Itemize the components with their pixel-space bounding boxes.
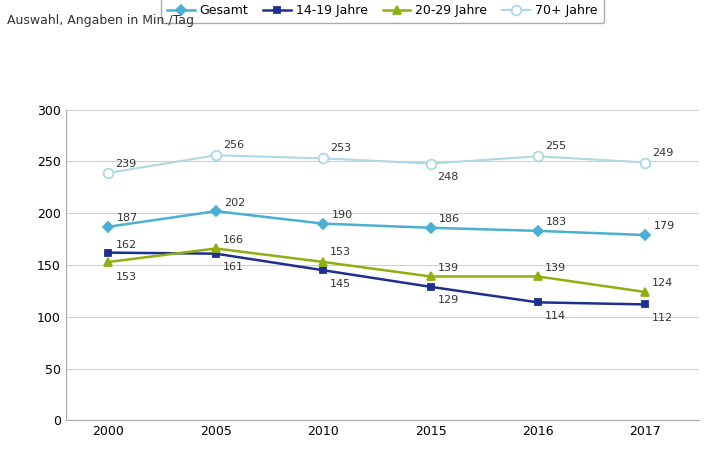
Text: 239: 239 <box>116 159 137 169</box>
Text: 124: 124 <box>652 278 673 288</box>
Text: 166: 166 <box>223 235 244 245</box>
Text: 153: 153 <box>330 247 351 257</box>
Text: 139: 139 <box>438 263 459 273</box>
Text: 187: 187 <box>116 213 138 223</box>
Text: 145: 145 <box>330 279 351 289</box>
Text: 186: 186 <box>439 214 460 224</box>
Text: 139: 139 <box>545 263 566 273</box>
Text: 179: 179 <box>654 222 675 231</box>
Text: 190: 190 <box>331 210 352 220</box>
Text: 248: 248 <box>438 172 459 182</box>
Legend: Gesamt, 14-19 Jahre, 20-29 Jahre, 70+ Jahre: Gesamt, 14-19 Jahre, 20-29 Jahre, 70+ Ja… <box>161 0 604 23</box>
Text: 249: 249 <box>652 148 673 158</box>
Text: 183: 183 <box>546 218 567 227</box>
Text: 153: 153 <box>116 272 136 282</box>
Text: 162: 162 <box>116 240 137 250</box>
Text: 202: 202 <box>224 197 245 207</box>
Text: 112: 112 <box>652 313 673 323</box>
Text: Auswahl, Angaben in Min./Tag: Auswahl, Angaben in Min./Tag <box>7 14 194 27</box>
Text: 256: 256 <box>223 140 244 150</box>
Text: 129: 129 <box>438 296 459 305</box>
Text: 161: 161 <box>223 262 244 272</box>
Text: 114: 114 <box>545 311 566 321</box>
Text: 255: 255 <box>545 141 566 151</box>
Text: 253: 253 <box>330 143 351 154</box>
